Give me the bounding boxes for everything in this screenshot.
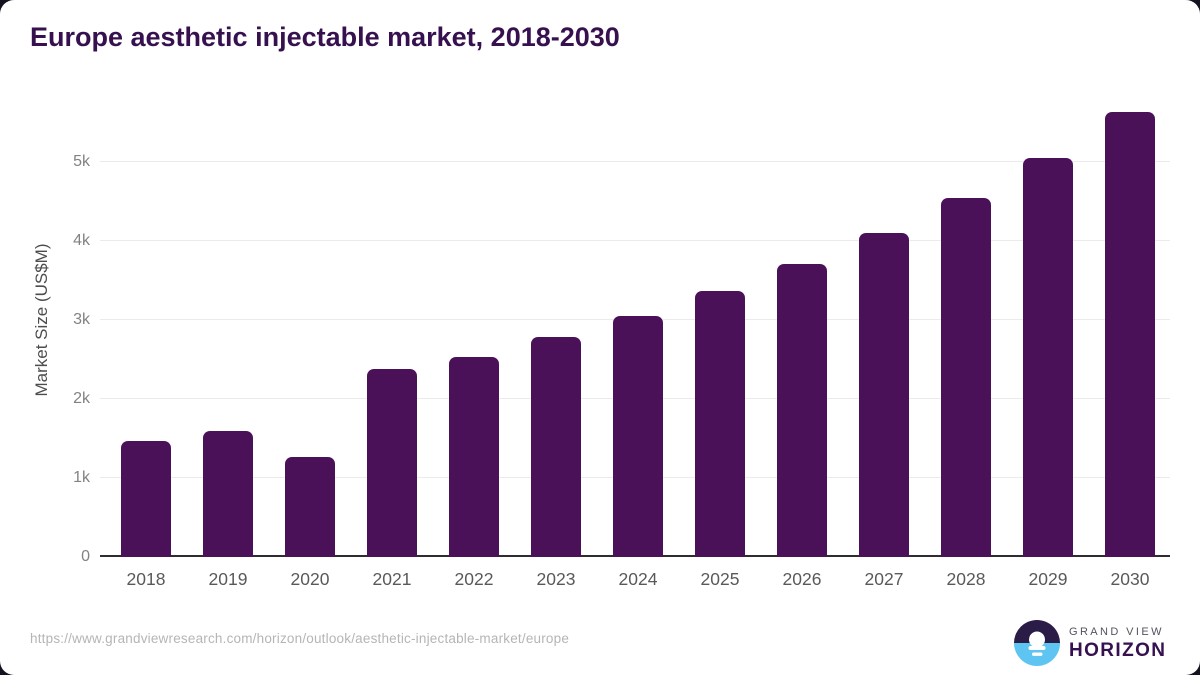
- x-tick-label-2019: 2019: [208, 569, 248, 589]
- brand-name-top: GRAND VIEW: [1069, 626, 1164, 638]
- y-tick-label-5k: 5k: [73, 153, 90, 170]
- bar-column-2018: 2018: [105, 97, 187, 589]
- bar-column-2029: 2029: [1007, 97, 1089, 589]
- x-tick-label-2028: 2028: [946, 569, 986, 589]
- bar-column-2020: 2020: [269, 97, 351, 589]
- bar-2021: [367, 368, 417, 557]
- bar-column-2019: 2019: [187, 97, 269, 589]
- bar-2025: [695, 291, 745, 557]
- bar-2020: [285, 457, 335, 557]
- y-tick-label-2k: 2k: [73, 390, 90, 407]
- bar-2024: [613, 316, 663, 557]
- x-tick-label-2021: 2021: [372, 569, 412, 589]
- y-tick-label-1k: 1k: [73, 469, 90, 486]
- x-tick-label-2023: 2023: [536, 569, 576, 589]
- brand-name-bottom: HORIZON: [1069, 640, 1167, 661]
- gridline-5k: [100, 161, 1170, 162]
- bar-column-2028: 2028: [925, 97, 1007, 589]
- bar-2023: [531, 337, 581, 557]
- bar-column-2022: 2022: [433, 97, 515, 589]
- plot-area: 0 1k 2k 3k 4k 5k 2018 2019 2020 2021 2022 2023 2024 2…: [73, 97, 1171, 589]
- x-tick-label-2026: 2026: [782, 569, 822, 589]
- y-tick-label-4k: 4k: [73, 232, 90, 249]
- x-tick-label-2018: 2018: [126, 569, 166, 589]
- x-tick-label-2022: 2022: [454, 569, 494, 589]
- bar-column-2026: 2026: [761, 97, 843, 589]
- gridline-4k: [100, 240, 1170, 241]
- bar-2022: [449, 357, 499, 557]
- bar-2027: [859, 233, 909, 557]
- bar-2019: [203, 431, 253, 557]
- bar-2029: [1023, 158, 1073, 557]
- bar-column-2023: 2023: [515, 97, 597, 589]
- x-tick-label-2024: 2024: [618, 569, 658, 589]
- y-tick-label-0: 0: [81, 548, 90, 565]
- x-tick-label-2030: 2030: [1110, 569, 1150, 589]
- brand-logo: GRAND VIEW HORIZON: [1014, 620, 1166, 666]
- bar-2026: [777, 263, 827, 557]
- bar-2030: [1105, 112, 1155, 557]
- x-tick-label-2020: 2020: [290, 569, 330, 589]
- bar-column-2025: 2025: [679, 97, 761, 589]
- bar-column-2027: 2027: [843, 97, 925, 589]
- horizon-sun-logo-icon: [1014, 620, 1060, 666]
- x-tick-label-2027: 2027: [864, 569, 904, 589]
- x-tick-label-2029: 2029: [1028, 569, 1068, 589]
- chart-title: Europe aesthetic injectable market, 2018…: [30, 22, 620, 52]
- bar-column-2030: 2030: [1089, 97, 1171, 589]
- brand-logo-text: GRAND VIEW HORIZON: [1069, 620, 1166, 662]
- bar-2028: [941, 197, 991, 557]
- bar-column-2024: 2024: [597, 97, 679, 589]
- y-tick-label-3k: 3k: [73, 311, 90, 328]
- bar-2018: [121, 440, 171, 557]
- bar-column-2021: 2021: [351, 97, 433, 589]
- source-url: https://www.grandviewresearch.com/horizo…: [30, 631, 570, 646]
- x-tick-label-2025: 2025: [700, 569, 740, 589]
